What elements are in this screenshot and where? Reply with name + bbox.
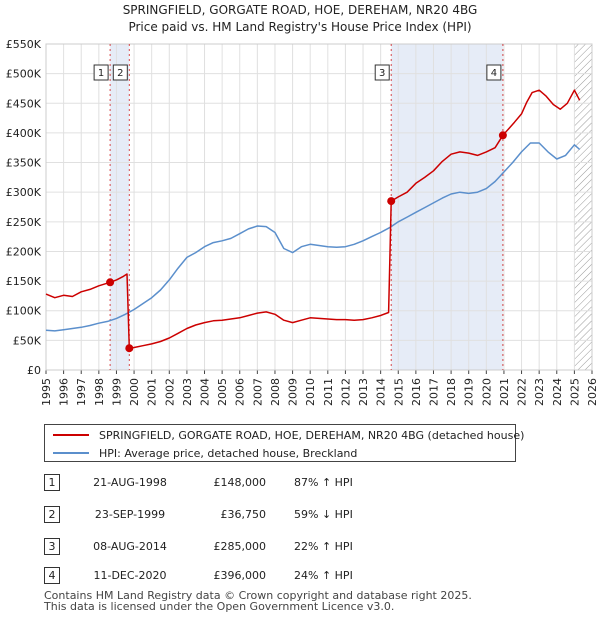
chart-title-line2: Price paid vs. HM Land Registry's House … [128, 20, 471, 34]
x-tick-label: 2007 [251, 378, 264, 406]
sale-period-shading [391, 44, 503, 370]
sale-date: 23-SEP-1999 [94, 508, 166, 521]
x-tick-label: 2004 [199, 378, 212, 406]
sale-point [498, 131, 507, 140]
sale-hpi-change: 87% ↑ HPI [294, 476, 353, 489]
forecast-hatch [574, 44, 592, 370]
x-tick-label: 2003 [181, 378, 194, 406]
sale-marker-label: 2 [117, 68, 123, 79]
y-tick-label: £200K [6, 245, 42, 258]
x-tick-label: 1999 [110, 378, 123, 406]
x-tick-label: 2019 [463, 378, 476, 406]
x-tick-label: 2023 [533, 378, 546, 406]
sale-date: 21-AUG-1998 [93, 476, 167, 489]
sale-marker-label: 4 [491, 68, 497, 79]
sale-marker-label: 3 [379, 68, 385, 79]
x-tick-label: 2002 [163, 378, 176, 406]
sale-number-badge: 3 [44, 538, 60, 555]
chart-legend: SPRINGFIELD, GORGATE ROAD, HOE, DEREHAM,… [44, 424, 524, 462]
x-tick-label: 2010 [304, 378, 317, 406]
footer-copyright: Contains HM Land Registry data © Crown c… [44, 589, 472, 602]
x-tick-label: 2017 [427, 378, 440, 406]
y-tick-label: £0 [27, 364, 41, 377]
sale-row: 1 21-AUG-1998 £148,000 87% ↑ HPI [44, 473, 564, 493]
y-tick-label: £50K [13, 334, 42, 347]
sale-number-badge: 4 [44, 567, 60, 584]
x-tick-label: 2005 [216, 378, 229, 406]
footer-attribution: Contains HM Land Registry data © Crown c… [44, 590, 472, 612]
x-tick-label: 2009 [287, 378, 300, 406]
sale-number-badge: 2 [44, 506, 60, 523]
sale-point [387, 197, 396, 206]
x-tick-label: 2022 [516, 378, 529, 406]
x-tick-label: 2025 [568, 378, 581, 406]
sale-price: £285,000 [213, 540, 267, 553]
x-tick-label: 1998 [93, 378, 106, 406]
x-tick-label: 1995 [40, 378, 53, 406]
x-tick-label: 2013 [357, 378, 370, 406]
x-tick-label: 2011 [322, 378, 335, 406]
y-tick-label: £250K [6, 216, 42, 229]
sale-date: 08-AUG-2014 [93, 540, 167, 553]
y-tick-label: £350K [6, 157, 42, 170]
legend-label-hpi: HPI: Average price, detached house, Brec… [99, 446, 358, 460]
y-tick-label: £300K [6, 186, 42, 199]
x-tick-label: 2006 [234, 378, 247, 406]
sale-date: 11-DEC-2020 [93, 569, 167, 582]
x-tick-label: 1997 [75, 378, 88, 406]
legend-swatch-hpi [53, 452, 89, 454]
sale-marker-box [486, 64, 502, 81]
sale-marker-box [93, 64, 109, 81]
footer-licence: This data is licensed under the Open Gov… [44, 600, 395, 613]
sale-period-shading [110, 44, 130, 370]
legend-item-property: SPRINGFIELD, GORGATE ROAD, HOE, DEREHAM,… [53, 426, 524, 444]
x-tick-label: 2000 [128, 378, 141, 406]
sale-row: 3 08-AUG-2014 £285,000 22% ↑ HPI [44, 537, 564, 557]
x-tick-label: 2024 [551, 378, 564, 406]
sale-hpi-change: 24% ↑ HPI [294, 569, 353, 582]
x-tick-label: 2012 [339, 378, 352, 406]
x-tick-label: 2021 [498, 378, 511, 406]
y-tick-label: £150K [6, 275, 42, 288]
series-line [45, 142, 581, 332]
x-tick-label: 2001 [146, 378, 159, 406]
sale-number-badge: 1 [44, 474, 60, 491]
sale-marker-box [112, 64, 128, 81]
y-tick-label: £450K [6, 97, 42, 110]
y-tick-label: £500K [6, 68, 42, 81]
x-tick-label: 2020 [480, 378, 493, 406]
sale-hpi-change: 22% ↑ HPI [294, 540, 353, 553]
y-tick-label: £400K [6, 127, 42, 140]
x-tick-label: 2008 [269, 378, 282, 406]
legend-item-hpi: HPI: Average price, detached house, Brec… [53, 444, 357, 462]
sale-point [125, 344, 134, 353]
sale-price: £396,000 [213, 569, 267, 582]
x-tick-label: 2014 [375, 378, 388, 406]
sale-hpi-change: 59% ↓ HPI [294, 508, 353, 521]
legend-swatch-property [53, 434, 89, 436]
sale-marker-box [374, 64, 390, 81]
x-tick-label: 2016 [410, 378, 423, 406]
y-tick-label: £550K [6, 38, 42, 51]
legend-label-property: SPRINGFIELD, GORGATE ROAD, HOE, DEREHAM,… [99, 428, 525, 442]
sale-price: £148,000 [213, 476, 267, 489]
chart-title-line1: SPRINGFIELD, GORGATE ROAD, HOE, DEREHAM,… [123, 3, 478, 17]
x-tick-label: 2018 [445, 378, 458, 406]
sale-price: £36,750 [220, 508, 267, 521]
plot-border [45, 43, 593, 371]
price-chart: SPRINGFIELD, GORGATE ROAD, HOE, DEREHAM,… [6, 3, 599, 406]
x-tick-label: 1996 [58, 378, 71, 406]
x-tick-label: 2026 [586, 378, 599, 406]
x-tick-label: 2015 [392, 378, 405, 406]
sale-row: 2 23-SEP-1999 £36,750 59% ↓ HPI [44, 505, 564, 525]
sale-marker-label: 1 [98, 68, 104, 79]
sale-row: 4 11-DEC-2020 £396,000 24% ↑ HPI [44, 566, 564, 586]
y-tick-label: £100K [6, 305, 42, 318]
sale-point [106, 278, 115, 287]
